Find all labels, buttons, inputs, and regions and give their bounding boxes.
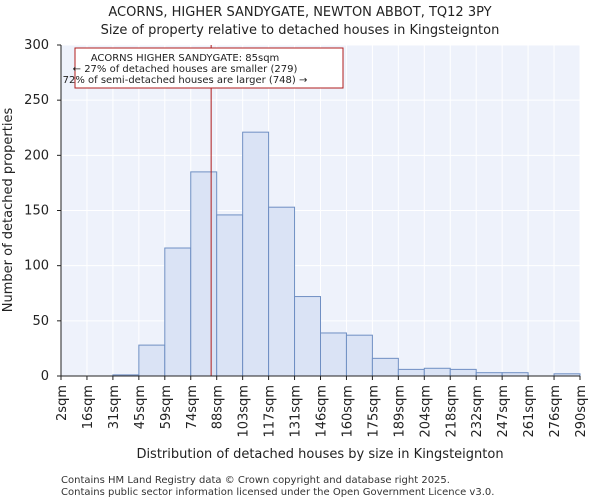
y-tick-label: 300 bbox=[24, 38, 49, 53]
y-axis-ticks: 0 50 100 150 200 250 300 bbox=[24, 38, 61, 384]
x-tick-label: 290sqm bbox=[574, 385, 589, 438]
annotation-box: ACORNS HIGHER SANDYGATE: 85sqm ← 27% of … bbox=[63, 47, 344, 89]
bar bbox=[371, 357, 399, 377]
footer-line2: Contains public sector information licen… bbox=[61, 487, 494, 498]
x-tick-label: 88sqm bbox=[211, 385, 226, 429]
x-tick-label: 31sqm bbox=[107, 385, 122, 429]
y-axis-label: Number of detached properties bbox=[1, 108, 16, 313]
chart-title-line2: Size of property relative to detached ho… bbox=[101, 23, 500, 38]
x-tick-label: 59sqm bbox=[159, 385, 174, 429]
x-tick-label: 16sqm bbox=[81, 385, 96, 429]
bar bbox=[320, 332, 347, 377]
y-tick-label: 0 bbox=[41, 369, 49, 384]
y-tick-label: 250 bbox=[24, 93, 49, 108]
bar bbox=[294, 296, 321, 377]
x-tick-label: 247sqm bbox=[496, 385, 511, 438]
bar bbox=[164, 247, 192, 377]
x-tick-label: 146sqm bbox=[315, 385, 330, 438]
annotation-larger: 72% of semi-detached houses are larger (… bbox=[63, 75, 308, 86]
bar bbox=[138, 344, 166, 377]
y-tick-label: 150 bbox=[24, 204, 49, 219]
x-tick-label: 175sqm bbox=[366, 385, 381, 438]
x-tick-label: 117sqm bbox=[263, 385, 278, 438]
y-tick-label: 50 bbox=[32, 314, 49, 329]
bar bbox=[268, 206, 296, 377]
bar bbox=[242, 131, 270, 377]
annotation-title: ACORNS HIGHER SANDYGATE: 85sqm bbox=[91, 53, 280, 64]
x-tick-label: 218sqm bbox=[444, 385, 459, 438]
x-tick-label: 204sqm bbox=[418, 385, 433, 438]
bar bbox=[345, 334, 373, 377]
x-axis-label: Distribution of detached houses by size … bbox=[136, 447, 503, 462]
x-tick-label: 261sqm bbox=[522, 385, 537, 438]
x-tick-label: 189sqm bbox=[392, 385, 407, 438]
x-tick-label: 276sqm bbox=[548, 385, 563, 438]
x-tick-label: 232sqm bbox=[470, 385, 485, 438]
bar bbox=[449, 368, 477, 377]
bars-group bbox=[112, 131, 581, 377]
y-tick-label: 200 bbox=[24, 148, 49, 163]
x-axis-ticks: 2sqm 16sqm 31sqm 45sqm 59sqm 74sqm 88sqm 103sqm… bbox=[55, 376, 589, 438]
x-tick-label: 131sqm bbox=[289, 385, 304, 438]
x-tick-label: 45sqm bbox=[133, 385, 148, 429]
x-tick-label: 103sqm bbox=[237, 385, 252, 438]
bar bbox=[423, 367, 451, 377]
bar bbox=[216, 214, 244, 377]
chart-title-line1: ACORNS, HIGHER SANDYGATE, NEWTON ABBOT, … bbox=[108, 5, 491, 20]
x-tick-label: 160sqm bbox=[340, 385, 355, 438]
footer-line1: Contains HM Land Registry data © Crown c… bbox=[61, 475, 450, 486]
y-tick-label: 100 bbox=[24, 259, 49, 274]
annotation-smaller: ← 27% of detached houses are smaller (27… bbox=[73, 64, 298, 75]
annotation-border bbox=[74, 47, 344, 89]
bar bbox=[397, 368, 425, 377]
bar bbox=[190, 171, 218, 377]
x-tick-label: 2sqm bbox=[55, 385, 70, 421]
x-tick-label: 74sqm bbox=[185, 385, 200, 429]
